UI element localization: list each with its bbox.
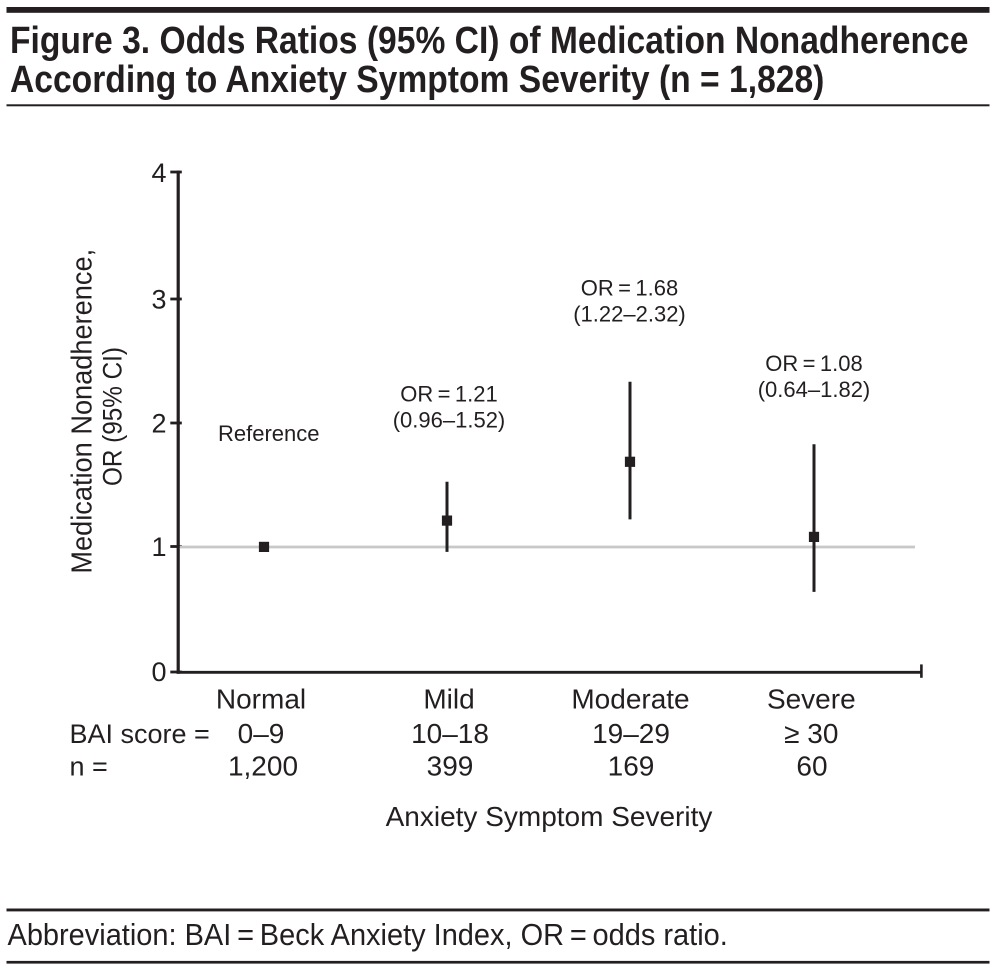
svg-text:2: 2 [151, 408, 166, 438]
svg-text:BAI score =: BAI score = [70, 719, 210, 749]
svg-text:0–9: 0–9 [238, 718, 285, 749]
svg-text:OR = 1.21: OR = 1.21 [400, 382, 497, 407]
svg-text:OR = 1.68: OR = 1.68 [581, 275, 678, 300]
svg-text:OR (95% CI): OR (95% CI) [98, 347, 127, 486]
svg-text:0: 0 [151, 657, 166, 687]
svg-text:Severe: Severe [767, 684, 856, 715]
svg-text:19–29: 19–29 [592, 718, 670, 749]
svg-text:Mild: Mild [423, 684, 474, 715]
svg-text:≥ 30: ≥ 30 [784, 718, 838, 749]
svg-text:Medication Nonadherence,: Medication Nonadherence, [66, 249, 98, 574]
svg-text:169: 169 [608, 751, 655, 782]
svg-text:(1.22–2.32): (1.22–2.32) [573, 301, 686, 326]
svg-text:Abbreviation: BAI = Beck Anxie: Abbreviation: BAI = Beck Anxiety Index, … [8, 918, 728, 952]
svg-text:1,200: 1,200 [228, 751, 298, 782]
svg-text:60: 60 [796, 751, 827, 782]
svg-text:4: 4 [151, 158, 166, 188]
svg-text:n =: n = [70, 752, 108, 782]
svg-text:Reference: Reference [218, 421, 320, 446]
svg-text:According to Anxiety Symptom S: According to Anxiety Symptom Severity (n… [10, 58, 824, 100]
svg-text:Figure 3. Odds Ratios (95% CI): Figure 3. Odds Ratios (95% CI) of Medica… [10, 19, 968, 61]
svg-text:10–18: 10–18 [411, 718, 489, 749]
svg-text:(0.64–1.82): (0.64–1.82) [758, 377, 871, 402]
svg-text:Moderate: Moderate [571, 684, 689, 715]
svg-text:3: 3 [151, 284, 166, 314]
svg-text:1: 1 [151, 532, 166, 562]
svg-text:OR = 1.08: OR = 1.08 [765, 351, 862, 376]
svg-text:(0.96–1.52): (0.96–1.52) [393, 408, 506, 433]
svg-text:Normal: Normal [216, 684, 306, 715]
svg-text:Anxiety Symptom Severity: Anxiety Symptom Severity [386, 801, 713, 832]
svg-text:399: 399 [427, 751, 474, 782]
